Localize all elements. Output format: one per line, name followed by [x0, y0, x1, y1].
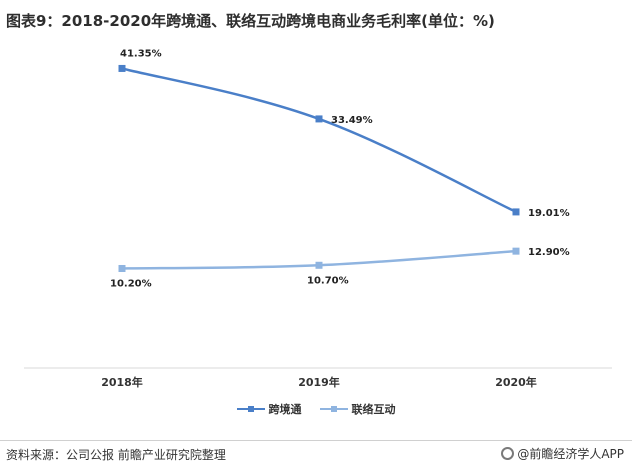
data-label-lianluohudong: 10.70%: [307, 275, 349, 286]
source-note: 资料来源：公司公报 前瞻产业研究院整理: [6, 448, 226, 462]
data-label-kuajingtong: 33.49%: [331, 115, 373, 126]
qianzhan-logo-icon: [501, 447, 515, 460]
legend-label-lianluohudong: 联络互动: [351, 403, 396, 416]
x-tick-label: 2019年: [298, 375, 340, 389]
legend-label-kuajingtong: 跨境通: [268, 403, 302, 416]
data-point-lianluohudong: [512, 247, 520, 255]
line-chart: 2018年 2019年 2020年 41.35% 33.49% 19.01% 10.20% 1…: [24, 48, 612, 389]
data-point-lianluohudong: [315, 261, 323, 269]
data-label-lianluohudong: 12.90%: [528, 247, 570, 258]
series-line-kuajingtong: [121, 67, 517, 214]
legend-swatch-kuajingtong: [236, 404, 265, 414]
data-label-lianluohudong: 10.20%: [110, 278, 152, 289]
legend: 跨境通 联络互动: [0, 401, 632, 417]
app-credit-label: @前瞻经济学人APP: [517, 447, 624, 461]
data-point-kuajingtong: [512, 208, 520, 216]
x-tick-label: 2018年: [101, 375, 143, 389]
data-label-kuajingtong: 19.01%: [528, 208, 570, 219]
legend-item-lianluohudong: 联络互动: [319, 401, 396, 417]
data-label-kuajingtong: 41.35%: [120, 48, 162, 59]
x-tick-label: 2020年: [495, 375, 537, 389]
legend-item-kuajingtong: 跨境通: [236, 401, 302, 417]
legend-swatch-lianluohudong: [319, 404, 348, 414]
footer-divider: [0, 440, 632, 441]
chart-title: 图表9：2018-2020年跨境通、联络互动跨境电商业务毛利率(单位：%): [6, 12, 495, 30]
data-point-kuajingtong: [315, 115, 323, 123]
app-credit: @前瞻经济学人APP: [501, 445, 624, 462]
data-point-lianluohudong: [118, 264, 126, 272]
data-point-kuajingtong: [118, 64, 126, 72]
